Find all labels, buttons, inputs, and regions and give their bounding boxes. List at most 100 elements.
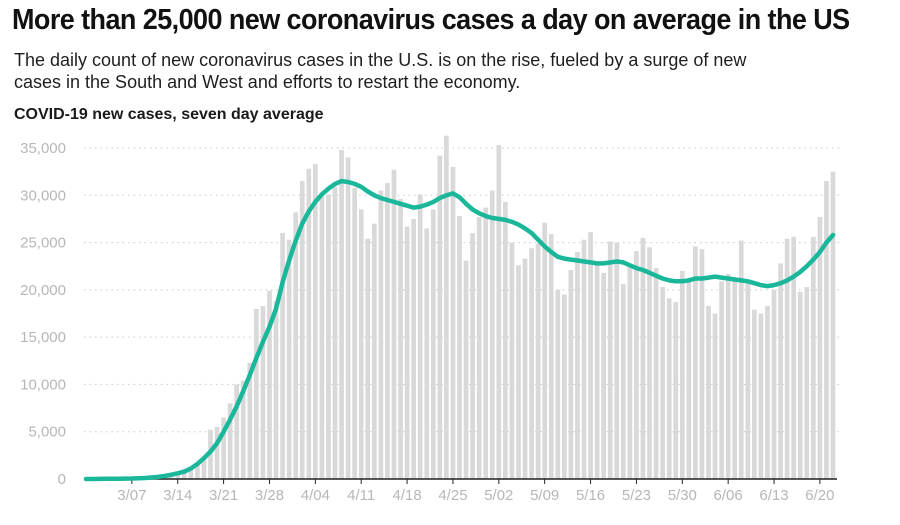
daily-case-bar [758,313,764,479]
daily-case-bar [254,308,259,479]
daily-case-bar [791,236,797,479]
daily-case-bars [90,135,836,480]
daily-case-bar [489,190,495,480]
x-tick-label: 5/30 [668,487,697,504]
daily-case-bar [227,403,233,479]
x-tick-label: 6/13 [759,487,788,504]
daily-case-bar [247,362,253,479]
subtitle: The daily count of new coronavirus cases… [14,50,747,92]
daily-case-bar [797,291,803,479]
daily-case-bar [299,181,305,479]
daily-case-bar [365,238,371,479]
daily-case-bar [417,194,423,479]
daily-case-bar [778,263,783,479]
daily-case-bar [437,155,443,479]
daily-case-bar [824,181,829,479]
x-tick-label: 4/25 [438,487,467,504]
daily-case-bar [391,169,397,479]
daily-case-bar [371,223,377,479]
daily-case-bar [345,157,351,479]
daily-case-bar [568,269,574,479]
daily-case-bar [260,305,266,479]
daily-case-bar [286,239,292,479]
daily-case-bar [581,239,587,479]
daily-case-bar [548,234,554,479]
daily-case-bar [457,216,462,479]
daily-case-bar [771,289,777,479]
daily-case-bar [607,241,613,479]
daily-case-bar [181,472,187,479]
daily-case-bar [732,281,738,479]
x-tick-label: 3/28 [255,487,284,504]
seven-day-average-line [83,178,836,482]
daily-case-bar [411,218,416,479]
daily-case-bar [535,243,541,479]
daily-case-bar [666,298,672,479]
daily-case-bar [214,426,220,479]
daily-case-bar [509,242,515,479]
x-tick-label: 4/04 [301,487,330,504]
y-tick-label: 20,000 [20,282,66,299]
x-tick-label: 3/14 [163,487,192,504]
daily-case-bar [312,164,318,479]
y-tick-label: 5,000 [28,424,66,441]
daily-case-bar [693,246,698,479]
daily-case-bar [385,182,390,479]
x-tick-label: 5/09 [530,487,559,504]
daily-case-bar [280,233,285,479]
x-tick-label: 6/20 [805,487,834,504]
daily-case-bar [627,266,633,479]
daily-case-bar [719,281,724,479]
daily-case-bar [634,251,639,479]
daily-case-bar [522,258,528,479]
y-tick-label: 10,000 [20,376,66,393]
daily-case-bar [830,171,836,479]
daily-case-bar [588,232,593,479]
daily-case-bar [516,265,521,479]
daily-case-bar [234,384,240,479]
daily-case-bar [561,294,567,479]
daily-case-bar [712,313,718,479]
daily-case-bar [221,417,226,479]
daily-case-bar [358,209,364,479]
daily-case-bar [699,249,705,479]
daily-case-bar [575,252,580,479]
daily-case-bar [430,209,436,479]
x-tick-label: 4/18 [392,487,421,504]
daily-case-bar [660,287,665,479]
daily-case-bar [201,457,207,479]
daily-case-bar [640,237,646,479]
daily-case-bar [496,145,502,480]
daily-case-bar [620,284,626,479]
daily-case-bar [293,212,299,479]
x-tick-label: 4/11 [347,487,375,504]
x-tick-label: 3/21 [209,487,238,504]
daily-case-bar [273,301,279,479]
daily-case-bar [326,194,331,479]
daily-case-bar [529,248,534,479]
x-tick-label: 3/07 [117,487,146,504]
daily-case-bar [653,268,659,479]
daily-case-bar [601,272,607,479]
daily-case-bar [555,289,561,479]
daily-case-bar [463,260,469,479]
daily-case-bar [404,226,410,479]
average-line [83,178,836,482]
daily-case-bar [398,199,403,479]
chart-title: COVID-19 new cases, seven day average [14,106,324,123]
daily-case-bar [647,247,652,479]
daily-case-bar [188,468,194,479]
daily-case-bar [352,187,358,479]
daily-case-bar [679,270,685,479]
daily-case-bar [725,273,731,479]
daily-case-bar [686,278,692,479]
x-tick-label: 5/02 [484,487,513,504]
daily-case-bar [784,238,790,479]
daily-case-bar [738,240,744,479]
daily-case-bar [503,201,508,480]
daily-case-bar [810,236,816,479]
daily-case-bar [817,217,823,479]
daily-case-bar [673,302,679,479]
daily-case-bar [752,309,757,479]
